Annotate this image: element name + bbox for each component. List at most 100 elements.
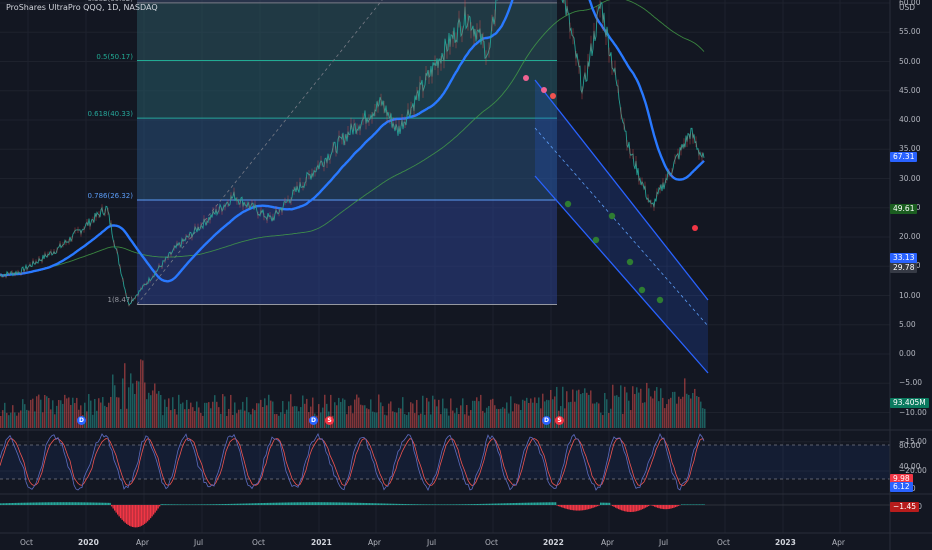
fib-trend-line [136, 0, 383, 305]
macd-bar [72, 502, 74, 505]
macd-bar [105, 502, 107, 505]
volume-bar [76, 397, 78, 428]
volume-bar [416, 399, 418, 428]
macd-bar [643, 505, 645, 509]
macd-bar [450, 504, 452, 505]
macd-bar [568, 505, 570, 510]
volume-bar [634, 394, 636, 428]
macd-bar [508, 503, 510, 505]
macd-bar [243, 503, 245, 505]
volume-bar [380, 402, 382, 428]
x-tick-label: Oct [20, 538, 33, 547]
macd-bar [540, 502, 542, 505]
macd-bar [219, 504, 221, 505]
macd-bar [525, 502, 527, 505]
macd-bar [238, 503, 240, 505]
volume-bar [406, 415, 408, 428]
volume-bar [52, 400, 54, 428]
volume-bar [412, 403, 414, 428]
volume-bar [628, 400, 630, 428]
macd-bar [274, 502, 276, 505]
macd-bar [318, 502, 320, 505]
volume-bar [336, 405, 338, 428]
macd-bar [240, 503, 242, 505]
macd-bar [681, 504, 683, 505]
volume-bar [278, 415, 280, 428]
volume-bar [72, 397, 74, 428]
macd-bar [339, 502, 341, 505]
macd-bar [258, 503, 260, 505]
volume-bar [252, 408, 254, 428]
macd-bar [271, 502, 273, 505]
macd-bar [25, 502, 27, 505]
macd-bar [241, 503, 243, 505]
macd-bar [541, 502, 543, 505]
volume-bar [12, 405, 14, 428]
currency-label: USD [899, 3, 916, 12]
macd-bar [702, 504, 704, 505]
macd-bar [163, 504, 165, 505]
volume-bar [148, 392, 150, 428]
volume-bar [648, 388, 650, 428]
fib-band [137, 0, 557, 3]
macd-bar [648, 505, 650, 507]
macd-bar [630, 505, 632, 512]
volume-bar [134, 394, 136, 428]
macd-bar [291, 502, 293, 505]
x-tick-label: 2023 [775, 538, 796, 547]
volume-bar [654, 390, 656, 428]
macd-bar [684, 504, 686, 505]
stochastic-panel [0, 432, 890, 491]
volume-bar [226, 415, 228, 428]
volume-bar [452, 410, 454, 428]
volume-bar [38, 394, 40, 428]
volume-bar [104, 405, 106, 428]
volume-bar [456, 407, 458, 428]
volume-bar [408, 412, 410, 428]
macd-bar [451, 504, 453, 505]
candle-wicks [0, 0, 703, 307]
volume-bar [114, 385, 116, 428]
macd-bar [22, 502, 24, 505]
volume-bar [298, 411, 300, 428]
fib-level-label: 0.5(50.17) [96, 52, 133, 61]
macd-bar [421, 504, 423, 505]
macd-bar [285, 502, 287, 505]
volume-bar [594, 403, 596, 428]
macd-bar [288, 502, 290, 505]
volume-bar [422, 395, 424, 428]
volume-bar [320, 412, 322, 428]
volume-bar [666, 404, 668, 428]
macd-bar [423, 504, 425, 505]
macd-bar [214, 504, 216, 505]
volume-bar [688, 394, 690, 428]
y-tick-label: 50.00 [899, 56, 921, 66]
volume-bar [388, 403, 390, 428]
volume-bar [88, 394, 90, 428]
volume-bar [366, 408, 368, 428]
macd-bar [553, 502, 555, 505]
macd-bar [337, 502, 339, 505]
macd-bar [171, 504, 173, 505]
volume-bar [376, 412, 378, 428]
macd-bar [186, 504, 188, 505]
volume-bar [660, 388, 662, 428]
macd-bar [201, 504, 203, 505]
volume-bar [48, 398, 50, 428]
macd-bar [0, 503, 2, 505]
volume-bar [254, 410, 256, 428]
volume-bar [562, 386, 564, 428]
macd-bar [592, 505, 594, 508]
volume-bar [664, 408, 666, 428]
macd-bar [78, 502, 80, 505]
macd-bar [694, 504, 696, 505]
macd-bar [150, 505, 152, 519]
volume-bar [588, 394, 590, 428]
volume-bar [258, 403, 260, 428]
macd-bar [502, 503, 504, 505]
macd-bar [124, 505, 126, 523]
volume-bar [116, 397, 118, 428]
macd-bar [157, 505, 159, 509]
macd-bar [493, 503, 495, 505]
